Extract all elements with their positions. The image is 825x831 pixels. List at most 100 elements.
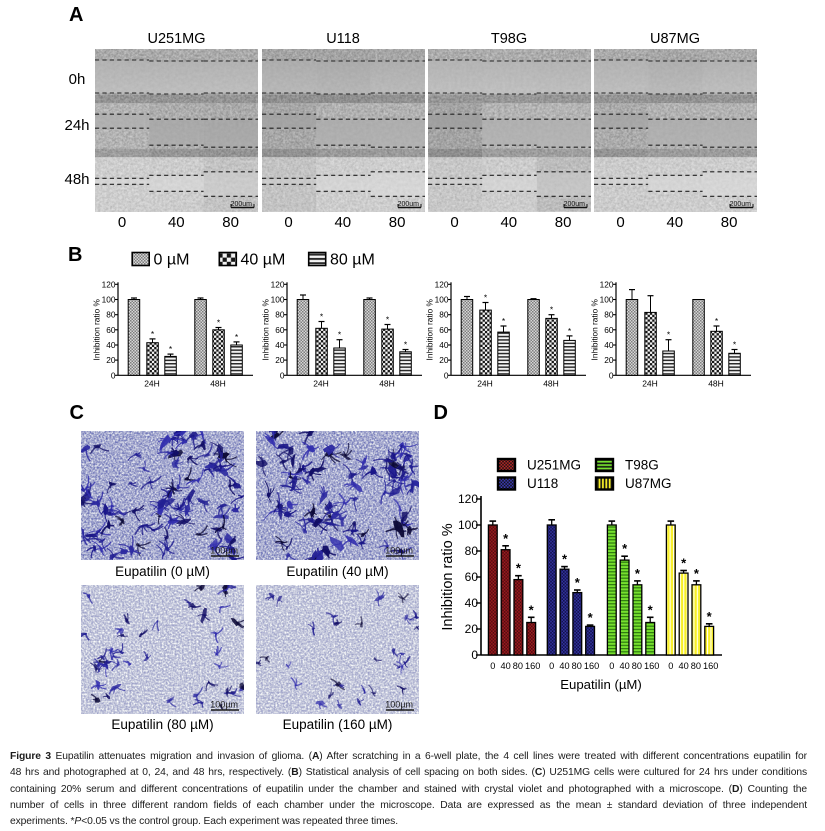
svg-text:40: 40	[106, 340, 116, 350]
svg-text:100µm: 100µm	[210, 546, 238, 556]
svg-text:80: 80	[632, 661, 642, 671]
svg-text:0: 0	[444, 370, 449, 380]
svg-text:40 µM: 40 µM	[241, 252, 286, 269]
svg-text:0: 0	[279, 370, 284, 380]
svg-text:160: 160	[644, 661, 659, 671]
svg-text:48H: 48H	[210, 378, 226, 388]
svg-text:40: 40	[500, 661, 510, 671]
svg-text:*: *	[319, 312, 323, 322]
svg-text:120: 120	[458, 492, 478, 506]
svg-text:160: 160	[525, 661, 540, 671]
svg-text:100: 100	[458, 518, 478, 532]
svg-text:*: *	[550, 305, 554, 315]
svg-text:*: *	[516, 561, 522, 576]
svg-text:120: 120	[270, 279, 284, 289]
svg-text:100: 100	[101, 295, 115, 305]
svg-text:100µm: 100µm	[210, 699, 238, 709]
svg-text:*: *	[562, 552, 568, 567]
svg-text:200um: 200um	[563, 201, 585, 208]
svg-text:100: 100	[600, 295, 614, 305]
svg-text:80: 80	[439, 310, 449, 320]
svg-text:80: 80	[106, 310, 116, 320]
svg-text:40: 40	[439, 340, 449, 350]
svg-text:Inhibition ratio %: Inhibition ratio %	[260, 299, 270, 361]
svg-text:*: *	[150, 329, 154, 339]
svg-text:*: *	[681, 556, 687, 571]
svg-text:*: *	[168, 344, 172, 354]
svg-text:120: 120	[435, 279, 449, 289]
svg-text:120: 120	[600, 279, 614, 289]
svg-text:100: 100	[435, 295, 449, 305]
svg-text:*: *	[588, 610, 594, 625]
svg-text:24H: 24H	[144, 378, 160, 388]
svg-text:24H: 24H	[477, 378, 493, 388]
svg-text:20: 20	[439, 355, 449, 365]
svg-text:40: 40	[559, 661, 569, 671]
svg-text:*: *	[502, 316, 506, 326]
svg-text:*: *	[733, 340, 737, 350]
svg-text:100µm: 100µm	[385, 546, 413, 556]
svg-text:*: *	[635, 566, 641, 581]
svg-text:24H: 24H	[642, 378, 658, 388]
svg-text:*: *	[715, 316, 719, 326]
svg-text:60: 60	[275, 325, 285, 335]
svg-text:20: 20	[604, 355, 614, 365]
svg-text:0: 0	[471, 648, 478, 662]
svg-text:48H: 48H	[379, 378, 395, 388]
svg-text:40: 40	[678, 661, 688, 671]
svg-text:Inhibition ratio %: Inhibition ratio %	[590, 299, 600, 361]
svg-text:*: *	[337, 330, 341, 340]
svg-text:*: *	[575, 575, 581, 590]
svg-text:24H: 24H	[313, 378, 329, 388]
svg-text:*: *	[622, 541, 628, 556]
svg-text:48H: 48H	[543, 378, 559, 388]
svg-text:*: *	[385, 315, 389, 325]
svg-text:20: 20	[465, 622, 479, 636]
svg-text:*: *	[694, 566, 700, 581]
svg-text:60: 60	[604, 325, 614, 335]
svg-text:200um: 200um	[231, 201, 253, 208]
svg-text:Inhibition ratio %: Inhibition ratio %	[425, 299, 435, 361]
svg-text:Eupatilin (µM): Eupatilin (µM)	[560, 677, 642, 692]
svg-text:U118: U118	[527, 476, 558, 491]
svg-text:40: 40	[619, 661, 629, 671]
svg-text:0: 0	[609, 661, 614, 671]
svg-text:*: *	[403, 340, 407, 350]
svg-text:48H: 48H	[708, 378, 724, 388]
svg-text:0: 0	[490, 661, 495, 671]
svg-text:0: 0	[609, 370, 614, 380]
svg-text:200um: 200um	[397, 201, 419, 208]
svg-text:*: *	[484, 293, 488, 303]
svg-text:100: 100	[270, 295, 284, 305]
svg-text:*: *	[568, 326, 572, 336]
svg-text:60: 60	[106, 325, 116, 335]
svg-text:20: 20	[106, 355, 116, 365]
svg-text:20: 20	[275, 355, 285, 365]
svg-text:40: 40	[465, 596, 479, 610]
svg-text:80: 80	[572, 661, 582, 671]
svg-text:0: 0	[668, 661, 673, 671]
svg-text:80: 80	[513, 661, 523, 671]
svg-text:0 µM: 0 µM	[154, 252, 190, 269]
svg-text:*: *	[216, 318, 220, 328]
svg-text:0: 0	[549, 661, 554, 671]
svg-text:120: 120	[101, 279, 115, 289]
svg-text:Inhibition ratio %: Inhibition ratio %	[440, 523, 456, 630]
svg-text:80: 80	[465, 544, 479, 558]
svg-text:*: *	[667, 330, 671, 340]
svg-text:0: 0	[110, 370, 115, 380]
svg-text:*: *	[503, 531, 509, 546]
svg-text:*: *	[648, 602, 654, 617]
svg-text:60: 60	[465, 570, 479, 584]
svg-text:40: 40	[275, 340, 285, 350]
svg-text:80: 80	[275, 310, 285, 320]
svg-text:40: 40	[604, 340, 614, 350]
svg-text:T98G: T98G	[625, 458, 659, 473]
svg-text:160: 160	[703, 661, 718, 671]
svg-text:U251MG: U251MG	[527, 458, 581, 473]
svg-text:U87MG: U87MG	[625, 476, 672, 491]
svg-text:Inhibition ratio %: Inhibition ratio %	[91, 299, 101, 361]
svg-text:*: *	[234, 332, 238, 342]
svg-text:80: 80	[691, 661, 701, 671]
svg-text:80 µM: 80 µM	[330, 252, 375, 269]
